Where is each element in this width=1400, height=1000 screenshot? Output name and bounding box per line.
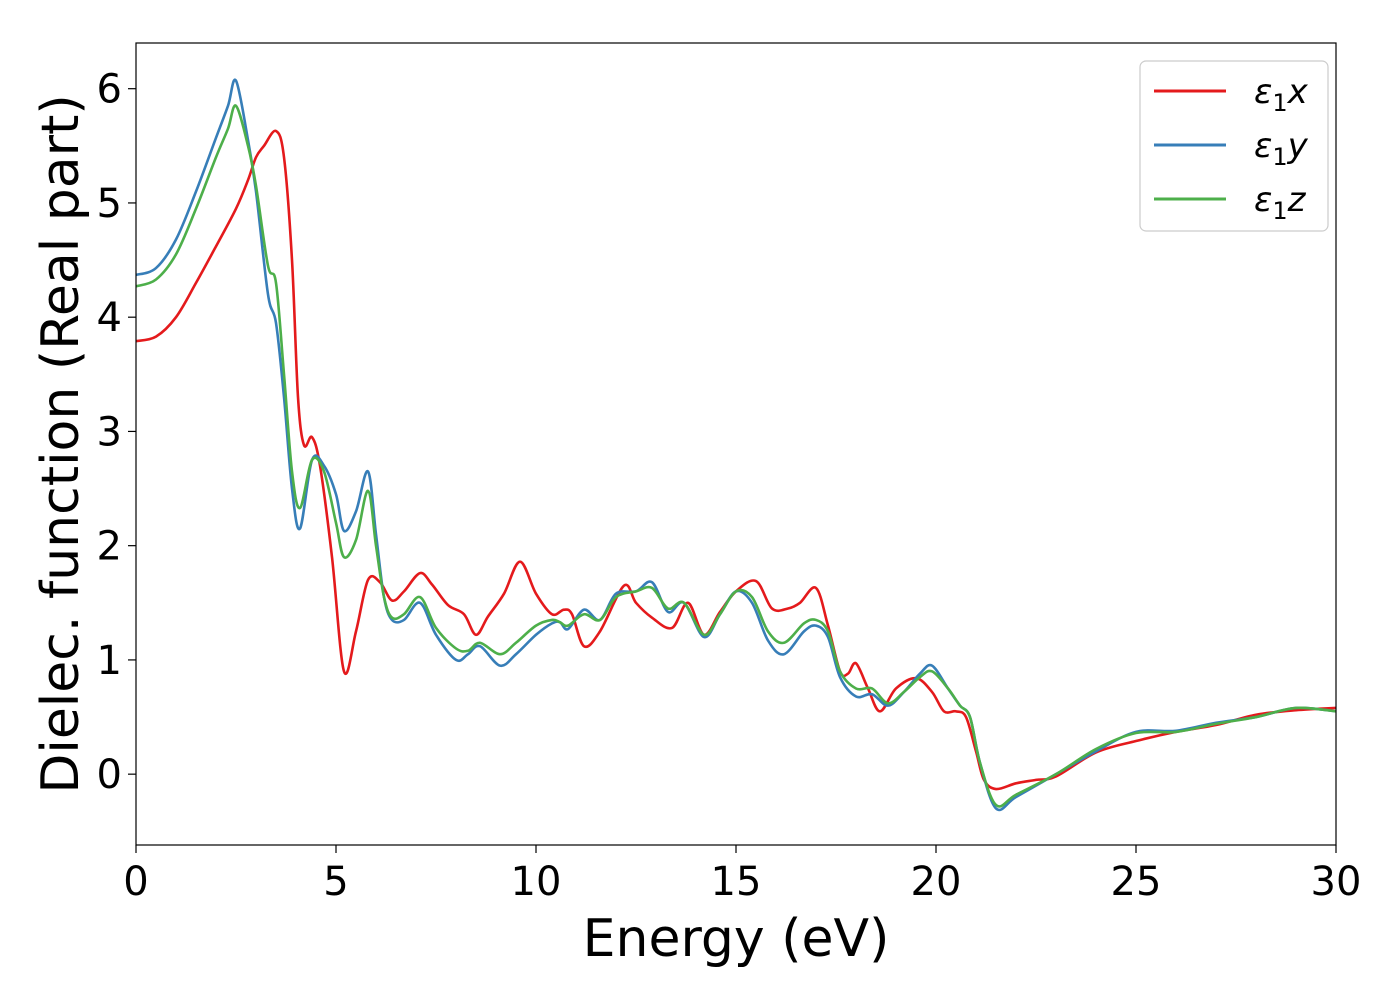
x-axis-title: Energy (eV) [583,909,890,969]
y-tick-label: 4 [97,295,122,341]
series-layer [136,78,1336,812]
legend-label-y: ε1y [1254,126,1309,171]
y-tick-label: 3 [97,409,122,455]
y-axis-title: Dielec. function (Real part) [31,94,91,793]
x-tick-label: 20 [911,859,962,905]
x-tick-label: 15 [711,859,762,905]
x-tick-label: 0 [123,859,148,905]
y-axis-ticks: 0 1 2 3 4 5 6 [97,67,136,798]
legend-box [1139,60,1329,232]
legend-label-z: ε1z [1254,180,1307,225]
y-tick-label: 0 [97,752,122,798]
x-tick-label: 25 [1111,859,1162,905]
y-tick-label: 2 [97,524,122,570]
x-tick-label: 30 [1311,859,1362,905]
legend: ε1x ε1y ε1z [1139,60,1329,232]
series-line-z [136,104,1336,808]
x-tick-label: 10 [511,859,562,905]
x-tick-label: 5 [323,859,348,905]
series-line-x [136,129,1336,791]
y-tick-label: 5 [97,181,122,227]
x-axis-ticks: 0 5 10 15 20 25 30 [123,845,1361,905]
y-tick-label: 1 [97,638,122,684]
legend-label-x: ε1x [1254,72,1309,117]
y-tick-label: 6 [97,67,122,113]
